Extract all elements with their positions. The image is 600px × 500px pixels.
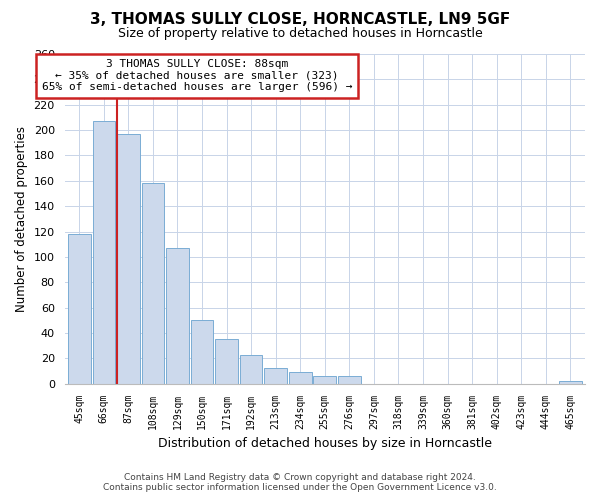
Bar (117, 134, 140, 384)
Text: 3 THOMAS SULLY CLOSE: 88sqm
← 35% of detached houses are smaller (323)
65% of se: 3 THOMAS SULLY CLOSE: 88sqm ← 35% of det… (42, 59, 352, 92)
Bar (338, 376, 361, 384)
Bar (142, 184, 164, 384)
Y-axis label: Number of detached properties: Number of detached properties (15, 126, 28, 312)
Text: Size of property relative to detached houses in Horncastle: Size of property relative to detached ho… (118, 28, 482, 40)
Bar (191, 320, 214, 384)
Bar (166, 248, 189, 384)
Bar (68, 234, 91, 384)
Bar (289, 372, 311, 384)
Bar (240, 354, 262, 384)
X-axis label: Distribution of detached houses by size in Horncastle: Distribution of detached houses by size … (158, 437, 492, 450)
Text: Contains HM Land Registry data © Crown copyright and database right 2024.
Contai: Contains HM Land Registry data © Crown c… (103, 473, 497, 492)
Text: 3, THOMAS SULLY CLOSE, HORNCASTLE, LN9 5GF: 3, THOMAS SULLY CLOSE, HORNCASTLE, LN9 5… (90, 12, 510, 28)
Bar (313, 376, 336, 384)
Bar (92, 121, 115, 384)
Bar (265, 368, 287, 384)
Bar (559, 381, 581, 384)
Bar (215, 340, 238, 384)
